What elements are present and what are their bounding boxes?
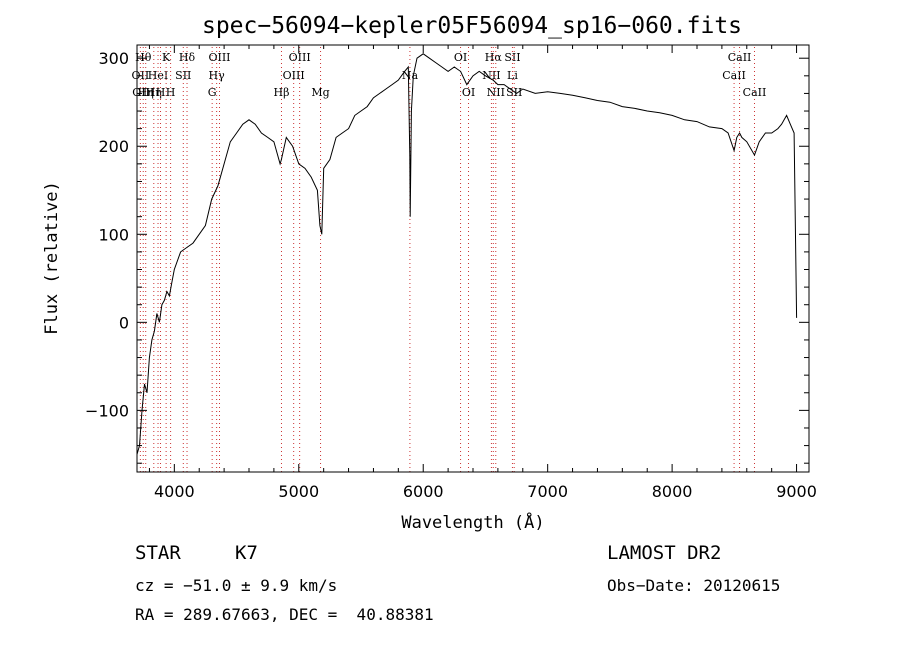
- x-tick-label: 6000: [403, 482, 444, 501]
- object-class: STAR: [135, 542, 181, 564]
- y-axis-label: Flux (relative): [42, 181, 62, 335]
- line-marker-label: G: [208, 86, 217, 99]
- chart-title: spec−56094−kepler05F56094_sp16−060.fits: [202, 13, 742, 39]
- line-marker-label: Na: [402, 69, 419, 82]
- x-axis-label: Wavelength (Å): [401, 511, 544, 533]
- coordinates: RA = 289.67663, DEC = 40.88381: [135, 605, 434, 624]
- y-axis: −100 0 100 200 300: [85, 49, 809, 464]
- line-marker-label: OIII: [283, 69, 305, 82]
- line-marker-label: Li: [507, 69, 518, 82]
- line-marker-label: SII: [504, 51, 520, 64]
- line-marker-label: H: [166, 86, 176, 99]
- line-marker-label: Hβ: [274, 86, 290, 99]
- y-tick-label: 0: [119, 313, 129, 332]
- y-tick-label: −100: [85, 401, 129, 420]
- y-tick-label: 200: [98, 137, 129, 156]
- object-subclass: K7: [235, 542, 258, 564]
- line-marker-label: OIII: [132, 86, 154, 99]
- line-marker-label: CaII: [728, 51, 752, 64]
- line-marker-label: OI: [454, 51, 467, 64]
- line-marker-label: OIII: [208, 51, 230, 64]
- line-marker-label: Hα: [485, 51, 503, 64]
- line-marker-label: OIII: [289, 51, 311, 64]
- survey-name: LAMOST DR2: [607, 542, 722, 564]
- x-tick-label: 4000: [154, 482, 195, 501]
- line-marker-label: Hη: [138, 86, 154, 99]
- line-marker-label: NII: [487, 86, 505, 99]
- y-tick-label: 100: [98, 225, 129, 244]
- line-marker-label: OI: [462, 86, 475, 99]
- spectrum-series: [136, 53, 798, 455]
- x-tick-label: 8000: [652, 482, 693, 501]
- x-tick-label: 5000: [278, 482, 319, 501]
- line-marker-label: HeI: [148, 69, 168, 82]
- line-marker-label: Hγ: [209, 69, 226, 82]
- y-tick-label: 300: [98, 49, 129, 68]
- line-marker-label: Hδ: [179, 51, 196, 64]
- x-axis: 4000 5000 6000 7000 8000 9000: [148, 45, 817, 501]
- line-marker-label: SII: [175, 69, 191, 82]
- line-marker-label: Mg: [311, 86, 329, 99]
- line-marker-label: H: [156, 86, 166, 99]
- redshift-readout: cz = −51.0 ± 9.9 km/s: [135, 576, 338, 595]
- x-tick-label: 7000: [527, 482, 568, 501]
- line-marker-label: NII: [482, 69, 500, 82]
- spectrum-plot: spec−56094−kepler05F56094_sp16−060.fits …: [42, 13, 817, 533]
- line-marker-label: K: [162, 51, 171, 64]
- line-markers: OIIHθOIIIHηHηHeIHKHSIIHδGHγOIIIHβOIIIOII…: [132, 47, 767, 472]
- spectrum-line: [136, 53, 798, 455]
- plot-frame: [136, 44, 810, 473]
- line-marker-label: Hθ: [135, 51, 152, 64]
- line-marker-label: CaII: [722, 69, 746, 82]
- obs-date: Obs−Date: 20120615: [607, 576, 781, 595]
- line-marker-label: CaII: [743, 86, 767, 99]
- x-tick-label: 9000: [776, 482, 817, 501]
